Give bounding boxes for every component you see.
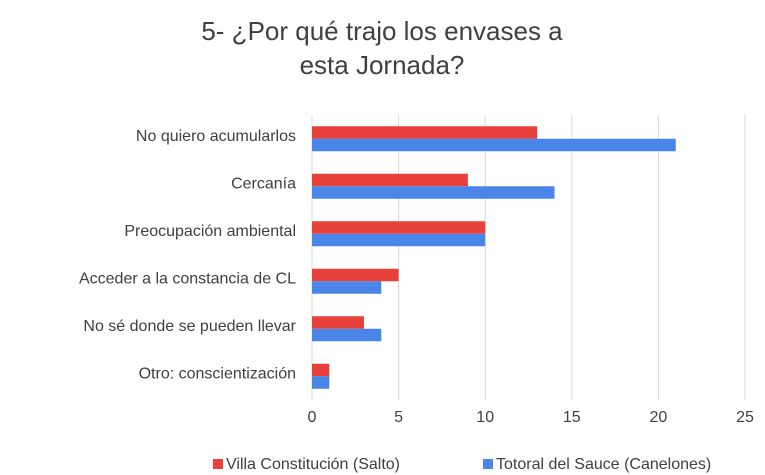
x-tick-label: 10 [476,409,494,426]
x-tick-label: 25 [736,409,754,426]
bar [312,376,330,389]
y-tick-label: Acceder a la constancia de CL [79,270,296,287]
legend-label: Totoral del Sauce (Canelones) [496,456,711,473]
y-tick-label: Cercanía [231,175,296,192]
x-tick-label: 0 [308,409,317,426]
y-tick-label: No quiero acumularlos [136,128,296,145]
bar [312,233,486,247]
y-tick-label: Preocupación ambiental [124,223,296,240]
legend-swatch [213,459,223,469]
bar [312,281,382,294]
y-tick-label: No sé donde se pueden llevar [83,318,296,335]
bar [312,363,330,377]
bar [312,138,676,152]
bar [312,328,382,342]
bar [312,186,555,199]
bar [312,268,399,282]
x-tick-label: 15 [563,409,581,426]
legend-label: Villa Constitución (Salto) [226,456,400,473]
legend-swatch [483,459,493,469]
bar [312,221,486,234]
x-tick-label: 5 [394,409,403,426]
x-tick-label: 20 [650,409,668,426]
bar [312,173,468,187]
chart-title: 5- ¿Por qué trajo los envases a esta Jor… [201,16,563,80]
y-tick-label: Otro: conscientización [139,365,296,382]
bar [312,126,538,139]
bar [312,316,364,329]
